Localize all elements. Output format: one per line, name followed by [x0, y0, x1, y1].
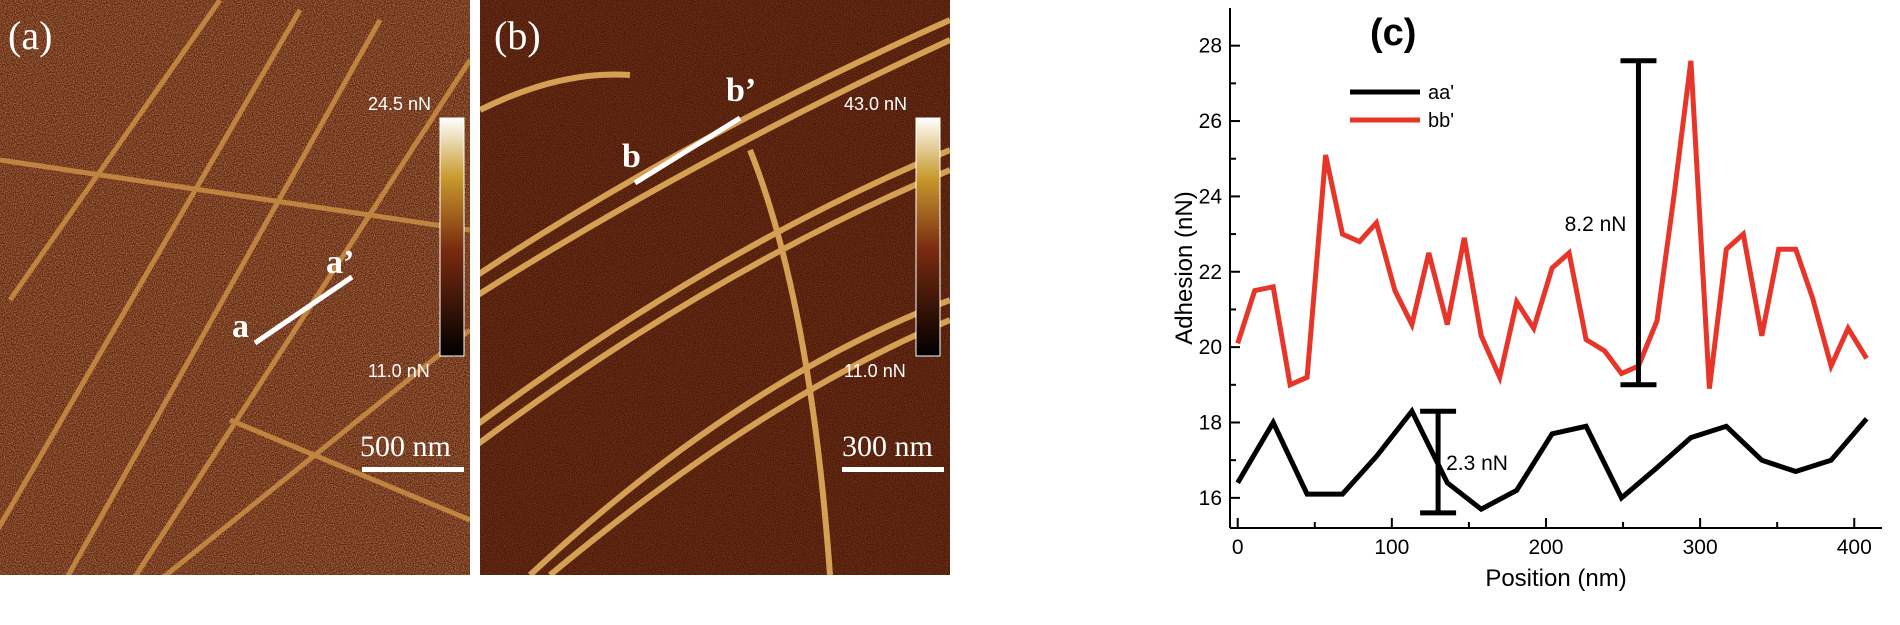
- y-tick-label: 28: [1199, 35, 1222, 58]
- afm-image-a: (a) 24.5 nN 11.0 nN a a’ 500 nm: [0, 0, 470, 575]
- panel-b-label: (b): [494, 13, 541, 58]
- y-tick-label: 24: [1199, 185, 1223, 208]
- adhesion-line-chart: 16 18 20 22 24 26 28 0 100 200 300 400 Position (nm)…: [1170, 0, 1900, 620]
- line-b-end-label: b’: [726, 72, 757, 109]
- colorbar-a-max: 24.5 nN: [368, 94, 432, 114]
- y-tick-label: 26: [1199, 110, 1222, 133]
- y-tick-label: 20: [1199, 336, 1222, 359]
- scale-bar-b-label: 300 nm: [842, 430, 933, 463]
- panel-a-label: (a): [8, 13, 53, 58]
- x-tick-label: 300: [1683, 536, 1718, 559]
- panel-c-label: (c): [1370, 12, 1416, 54]
- y-tick-label: 22: [1199, 261, 1222, 284]
- scale-bar-a: [362, 467, 464, 472]
- y-tick-label: 18: [1199, 411, 1222, 434]
- chart-canvas: 16 18 20 22 24 26 28 0 100 200 300 400 Position (nm)…: [1171, 8, 1882, 592]
- line-b-start-label: b: [622, 138, 641, 175]
- colorbar-b-max: 43.0 nN: [844, 94, 908, 114]
- line-a-start-label: a: [232, 308, 249, 345]
- series-line-bb: [1235, 60, 1869, 389]
- afm-image-b: (b) 43.0 nN 11.0 nN b b’ 300 nm: [480, 0, 950, 575]
- afm-image-a-canvas: [0, 0, 470, 575]
- x-tick-label: 100: [1374, 536, 1409, 559]
- scale-bar-a-label: 500 nm: [360, 430, 451, 463]
- x-tick-label: 200: [1528, 536, 1563, 559]
- scale-bar-b: [842, 467, 944, 472]
- x-axis-title: Position (nm): [1485, 565, 1626, 592]
- x-tick-label: 400: [1837, 536, 1872, 559]
- legend-label-aa: aa': [1428, 82, 1454, 104]
- colorbar-b-min: 11.0 nN: [844, 361, 906, 381]
- afm-image-b-canvas: [480, 0, 950, 575]
- x-tick-label: 0: [1232, 536, 1244, 559]
- y-axis-title: Adhesion (nN): [1171, 191, 1198, 344]
- colorbar-a-min: 11.0 nN: [368, 361, 430, 381]
- series-line-aa: [1235, 406, 1869, 513]
- annotation-label: 2.3 nN: [1446, 452, 1508, 475]
- line-a-end-label: a’: [326, 244, 355, 281]
- y-tick-label: 16: [1199, 487, 1222, 510]
- legend-label-bb: bb': [1428, 110, 1454, 132]
- annotation-label: 8.2 nN: [1565, 213, 1627, 236]
